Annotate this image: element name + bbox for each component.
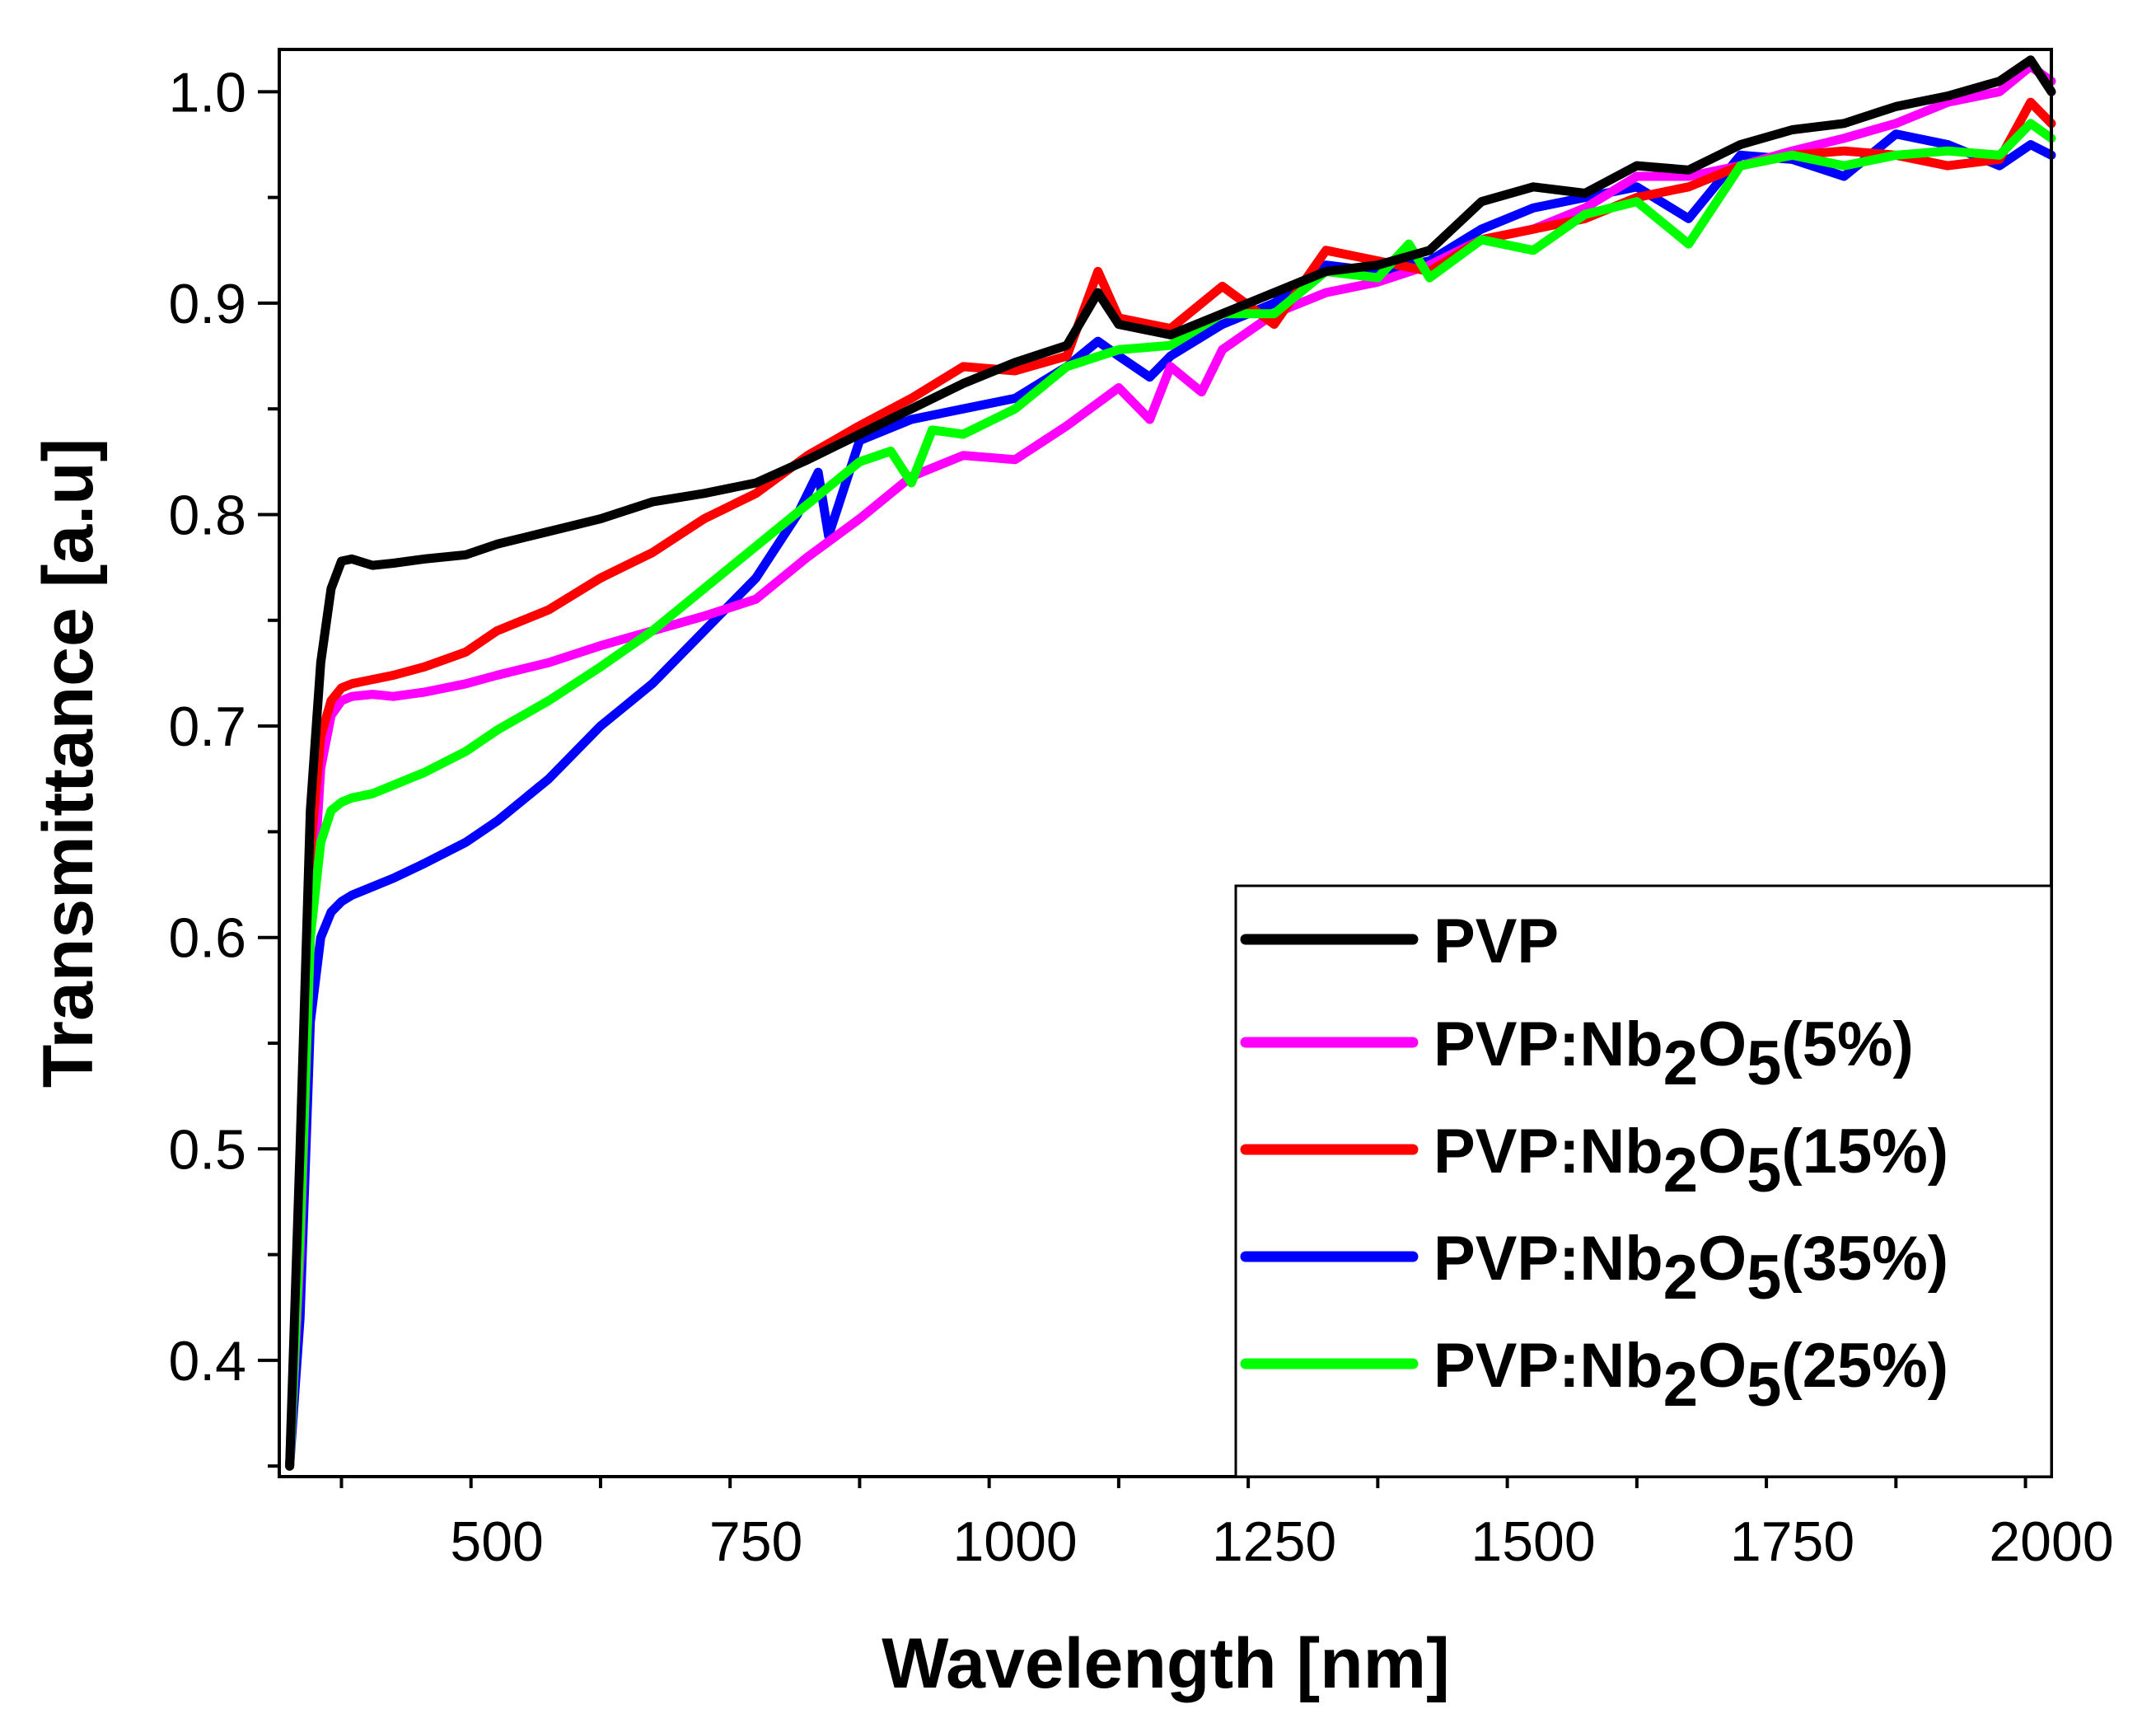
x-tick-label: 2000 (1989, 1510, 2113, 1573)
series-line-0 (285, 55, 2056, 1471)
series-line-4 (285, 119, 2056, 1471)
legend: PVP PVP:Nb2O5(5%) PVP:Nb2O5(15%) PVP:Nb2O5(… (1234, 884, 2053, 1478)
plot-lines (285, 55, 2056, 1471)
x-tick-label: 1000 (952, 1510, 1077, 1573)
x-tick-label: 1750 (1730, 1510, 1854, 1573)
y-tick-label: 0.5 (168, 1118, 246, 1181)
series-line-2 (285, 97, 2056, 1471)
legend-label: PVP:Nb2O5(15%) (1433, 1117, 1948, 1206)
y-tick-label: 0.7 (168, 695, 246, 758)
y-tick-label: 0.6 (168, 907, 246, 970)
x-tick-label: 750 (709, 1510, 802, 1573)
legend-label: PVP:Nb2O5(5%) (1433, 1009, 1914, 1098)
x-tick-label: 500 (450, 1510, 543, 1573)
y-tick-label: 1.0 (168, 61, 246, 124)
x-tick-label: 1250 (1212, 1510, 1336, 1573)
y-axis: 0.4 0.5 0.6 0.7 0.8 0.9 1.0 (168, 61, 279, 1468)
y-tick-label: 0.9 (168, 273, 246, 335)
plot-frame (278, 48, 2053, 1478)
legend-label: PVP (1433, 906, 1559, 976)
legend-label: PVP:Nb2O5(25%) (1433, 1331, 1948, 1420)
y-tick-label: 0.8 (168, 485, 246, 547)
series-line-3 (285, 129, 2056, 1471)
x-tick-label: 1500 (1471, 1510, 1595, 1573)
legend-label: PVP:Nb2O5(35%) (1433, 1224, 1948, 1313)
legend-entries: PVP PVP:Nb2O5(5%) PVP:Nb2O5(15%) PVP:Nb2O5(… (1240, 906, 1948, 1420)
x-axis-title: Wavelength [nm] (882, 1624, 1450, 1703)
y-axis-title: Transmittance [a.u] (29, 438, 108, 1089)
legend-box (1234, 884, 2053, 1478)
y-tick-label: 0.4 (168, 1330, 246, 1393)
x-axis: 500 750 1000 1250 1500 1750 2000 (339, 1477, 2114, 1573)
